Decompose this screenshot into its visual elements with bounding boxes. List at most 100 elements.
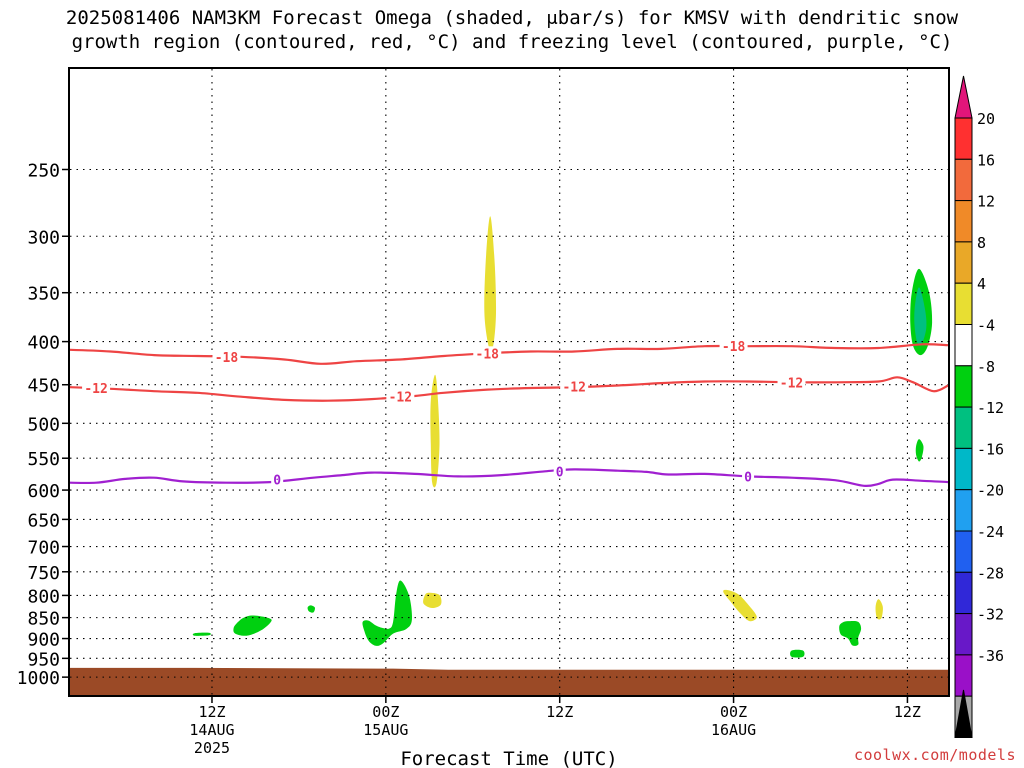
omega-negative-region — [839, 621, 862, 646]
colorbar-label: 8 — [977, 234, 986, 252]
contour-label: 0 — [273, 474, 281, 489]
colorbar-label: -16 — [977, 440, 1004, 458]
x-tick-label: 12Z — [546, 703, 573, 721]
contour-label: -12 — [389, 391, 412, 406]
x-tick-label: 12Z — [894, 703, 921, 721]
y-tick-label: 550 — [27, 449, 60, 470]
contour-label-bg — [82, 380, 111, 394]
colorbar-label: -32 — [977, 606, 1004, 624]
contour-label: -18 — [722, 340, 746, 355]
colorbar-swatch — [954, 406, 973, 449]
terrain-area — [70, 667, 948, 696]
contour-label-bg — [386, 389, 415, 403]
x-tick-label: 12Z — [198, 703, 225, 721]
title-line-1: 2025081406 NAM3KM Forecast Omega (shaded… — [65, 7, 959, 29]
y-tick-label: 650 — [27, 510, 60, 531]
y-tick-label: 700 — [27, 538, 60, 559]
y-tick-label: 350 — [27, 284, 60, 305]
plot-frame — [68, 67, 950, 697]
colorbar-label: -20 — [977, 482, 1004, 500]
colorbar-swatch — [954, 200, 973, 243]
y-tick-label: 900 — [27, 630, 60, 651]
omega-positive-region — [875, 599, 883, 620]
colorbar-swatch — [954, 571, 973, 615]
colorbar-label: 12 — [977, 193, 995, 211]
contour-line — [69, 468, 949, 488]
contour-label-bg — [742, 469, 755, 483]
colorbar-swatch — [954, 241, 973, 284]
x-tick-label: 00Z — [720, 703, 747, 721]
contour-label: -18 — [215, 351, 239, 366]
credit-text: coolwx.com/models — [853, 746, 1016, 764]
colorbar-swatch — [954, 613, 973, 656]
y-tick-label: 1000 — [17, 668, 60, 689]
contour-line — [69, 376, 949, 402]
contour-label-bg — [212, 349, 241, 363]
omega-positive-region — [423, 592, 442, 609]
y-tick-label: 250 — [27, 160, 60, 181]
x-tick-label: 14AUG — [189, 721, 234, 739]
colorbar-label: -8 — [977, 358, 995, 376]
contour-label-bg — [719, 339, 748, 353]
colorbar-label: 16 — [977, 151, 995, 169]
colorbar-label: -12 — [977, 399, 1004, 417]
terrain-layer — [70, 667, 948, 696]
x-tick-label: 16AUG — [711, 721, 756, 739]
colorbar-swatch — [954, 365, 973, 408]
x-tick-label: 15AUG — [363, 721, 408, 739]
colorbar-label: 4 — [977, 275, 986, 293]
chart-title: 2025081406 NAM3KM Forecast Omega (shaded… — [0, 6, 1024, 54]
contour-label: 0 — [556, 465, 564, 480]
y-tick-label: 300 — [27, 227, 60, 248]
colorbar: 20 16 12 8 4 -4 -8 -12 -16 -20 -24 -28 -32 -36 — [954, 75, 1004, 739]
title-line-2: growth region (contoured, red, °C) and f… — [71, 31, 953, 53]
y-tick-label: 800 — [27, 586, 60, 607]
y-tick-label: 450 — [27, 376, 60, 397]
colorbar-label: 20 — [977, 110, 995, 128]
colorbar-swatch — [954, 282, 973, 326]
omega-negative-region — [914, 287, 927, 346]
omega-shading-layer — [192, 216, 933, 658]
y-tick-label: 500 — [27, 414, 60, 435]
contour-label: -18 — [476, 347, 500, 362]
y-tick-label: 750 — [27, 563, 60, 584]
y-tick-label: 600 — [27, 481, 60, 502]
y-axis: 2503003504004505005506006507007508008509… — [17, 160, 70, 689]
contour-label-bg — [560, 379, 589, 393]
omega-negative-region — [233, 615, 272, 636]
omega-negative-region — [790, 649, 805, 658]
contour-layer: -18 -18 -18 -12 -12 -12 -12 0 0 0 — [69, 339, 949, 489]
colorbar-swatch — [954, 158, 973, 202]
omega-negative-region — [307, 605, 315, 613]
colorbar-swatch — [954, 117, 973, 160]
contour-label-bg — [777, 375, 806, 389]
x-axis-label: Forecast Time (UTC) — [400, 748, 617, 768]
omega-positive-region — [430, 374, 440, 488]
omega-negative-region — [915, 439, 924, 462]
y-tick-label: 400 — [27, 333, 60, 354]
omega-negative-region — [362, 580, 413, 646]
omega-positive-region — [484, 216, 497, 351]
colorbar-bottom-arrow — [954, 689, 973, 738]
contour-label-bg — [553, 464, 566, 478]
contour-label: -12 — [84, 382, 107, 397]
contour-label-bg — [271, 472, 284, 486]
contour-label-bg — [473, 346, 502, 360]
y-tick-label: 950 — [27, 649, 60, 670]
x-tick-label: 2025 — [194, 739, 230, 757]
colorbar-top-arrow — [954, 75, 973, 119]
colorbar-swatch — [954, 447, 973, 491]
colorbar-swatch — [954, 489, 973, 532]
colorbar-label: -24 — [977, 523, 1004, 541]
colorbar-label: -28 — [977, 564, 1004, 582]
colorbar-label: -4 — [977, 317, 995, 335]
y-tick-label: 850 — [27, 609, 60, 630]
contour-line — [69, 343, 949, 365]
colorbar-swatch — [954, 530, 973, 573]
omega-positive-region — [723, 589, 757, 622]
omega-negative-region — [192, 632, 211, 636]
contour-label: -12 — [780, 376, 803, 391]
colorbar-swatch — [954, 324, 973, 367]
